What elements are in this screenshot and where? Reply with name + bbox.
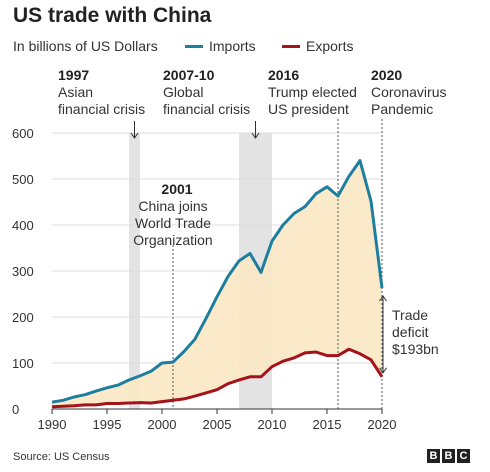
series-line-imports (51, 159, 384, 404)
logo-letter: B (427, 449, 440, 463)
annotation-text: Trump elected (268, 84, 357, 100)
annotation-text: Pandemic (371, 101, 433, 117)
x-tick-label: 1995 (93, 417, 122, 432)
x-tick-label: 2020 (368, 417, 397, 432)
chart-title: US trade with China (13, 4, 212, 27)
x-tick-label: 2015 (313, 417, 342, 432)
legend-exports-swatch (282, 44, 300, 48)
y-tick-label: 600 (12, 126, 34, 141)
chart-subtitle: In billions of US Dollars (13, 38, 158, 54)
y-tick-label: 500 (12, 172, 34, 187)
deficit-arrow-down (379, 367, 387, 374)
annotation-text: World Trade (135, 215, 211, 231)
global-crisis-arrow-head (251, 132, 260, 139)
annotation-text: financial crisis (163, 101, 250, 117)
bbc-logo: B B C (427, 449, 470, 463)
deficit-label: Trade (392, 307, 428, 323)
legend-exports-label: Exports (306, 38, 354, 54)
y-tick-label: 100 (12, 356, 34, 371)
logo-letter: C (457, 449, 470, 463)
legend-imports-swatch (185, 44, 203, 48)
annotation-text: financial crisis (58, 101, 145, 117)
x-tick-label: 2010 (258, 417, 287, 432)
x-tick-label: 2000 (148, 417, 177, 432)
annotation-text: US president (268, 101, 349, 117)
x-tick-label: 2005 (203, 417, 232, 432)
x-tick-label: 1990 (38, 417, 67, 432)
annotation-year: 1997 (58, 67, 89, 83)
annotation-year: 2007-10 (163, 67, 215, 83)
trade-deficit-area (52, 160, 382, 407)
annotation-text: Asian (58, 84, 93, 100)
annotation-text: Coronavirus (371, 84, 446, 100)
deficit-label: deficit (392, 324, 429, 340)
y-tick-label: 300 (12, 264, 34, 279)
series-line-exports (51, 347, 384, 409)
logo-letter: B (442, 449, 455, 463)
annotation-text: Organization (133, 232, 212, 248)
annotation-text: Global (163, 84, 203, 100)
asian-crisis-arrow-head (130, 132, 139, 139)
legend-exports: Exports (282, 38, 353, 54)
annotation-text: China joins (138, 198, 207, 214)
annotation-year: 2020 (371, 67, 402, 83)
deficit-label: $193bn (392, 341, 439, 357)
y-tick-label: 0 (12, 402, 19, 417)
deficit-arrow-up (379, 295, 387, 302)
annotation-year: 2001 (161, 181, 192, 197)
legend-imports-label: Imports (209, 38, 256, 54)
annotation-year: 2016 (268, 67, 299, 83)
legend-imports: Imports (185, 38, 256, 54)
y-tick-label: 200 (12, 310, 34, 325)
source-note: Source: US Census (13, 451, 110, 463)
y-tick-label: 400 (12, 218, 34, 233)
